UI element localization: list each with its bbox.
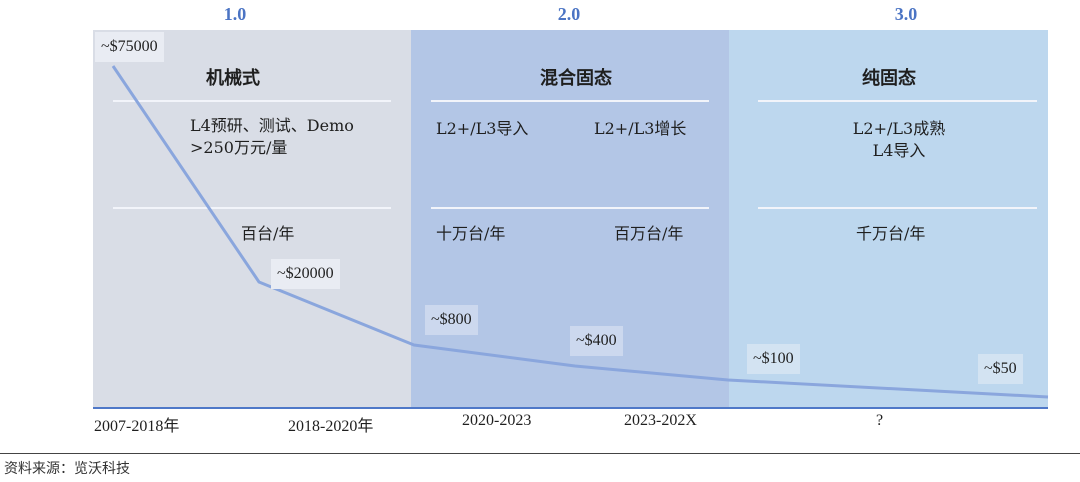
period-label: ?: [876, 412, 884, 429]
description-phase2a: L2+/L3导入: [436, 119, 529, 138]
description-phase1: L4预研、测试、Demo >250万元/量: [190, 115, 354, 159]
description-phase3: L2+/L3成熟 L4导入: [839, 118, 959, 162]
divider: [113, 207, 391, 209]
divider: [758, 100, 1037, 102]
phase-label-1: 1.0: [223, 4, 247, 24]
timeline-axis: [93, 407, 1048, 409]
price-tag: ~$75000: [95, 32, 164, 62]
description-line: >250万元/量: [190, 138, 288, 157]
phase-panel-mechanical: 机械式 L4预研、测试、Demo >250万元/量 百台/年: [93, 30, 411, 408]
divider: [758, 207, 1037, 209]
period-label: 2020-2023: [462, 412, 532, 429]
description-line: L4预研、测试、Demo: [190, 116, 354, 135]
price-tag: ~$800: [425, 305, 478, 335]
phase-label-2: 2.0: [557, 4, 581, 24]
price-tag: ~$400: [570, 326, 623, 356]
phase-title-hybrid: 混合固态: [540, 68, 612, 89]
price-tag: ~$50: [978, 354, 1023, 384]
phase-label-3: 3.0: [894, 4, 918, 24]
divider: [113, 100, 391, 102]
description-phase2b: L2+/L3增长: [594, 119, 687, 138]
source-divider: [0, 453, 1080, 454]
phase-panel-hybrid-solid-state: 混合固态 L2+/L3导入 L2+/L3增长 十万台/年 百万台/年: [411, 30, 729, 408]
price-curve: [111, 65, 1049, 399]
price-tag: ~$20000: [271, 259, 340, 289]
volume-phase3: 千万台/年: [856, 224, 926, 243]
phase-title-solid-state: 纯固态: [862, 68, 916, 89]
price-tag: ~$100: [747, 344, 800, 374]
volume-phase2a: 十万台/年: [436, 224, 506, 243]
volume-phase2b: 百万台/年: [614, 224, 684, 243]
volume-phase1: 百台/年: [241, 224, 295, 243]
source-note: 资料来源：览沃科技: [4, 461, 130, 477]
divider: [431, 100, 709, 102]
period-label: 2007-2018年: [94, 418, 180, 435]
description-line: L4导入: [872, 141, 926, 160]
period-label: 2018-2020年: [288, 418, 374, 435]
divider: [431, 207, 709, 209]
period-label: 2023-202X: [624, 412, 697, 429]
phase-title-mechanical: 机械式: [206, 68, 260, 89]
description-line: L2+/L3成熟: [852, 119, 946, 138]
